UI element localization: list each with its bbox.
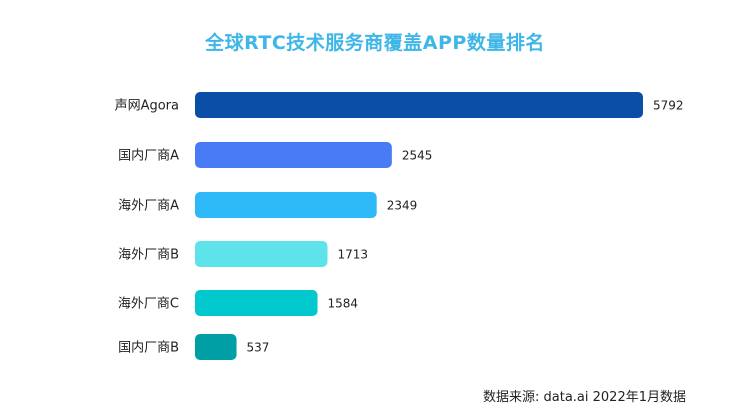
chart-title: 全球RTC技术服务商覆盖APP数量排名 — [205, 32, 545, 54]
category-label: 声网Agora — [115, 99, 179, 114]
bar — [195, 92, 643, 118]
value-label: 5792 — [653, 99, 684, 113]
value-label: 2349 — [387, 199, 418, 213]
value-label: 1584 — [328, 297, 359, 311]
bar — [195, 290, 318, 316]
category-label: 海外厂商C — [118, 297, 179, 312]
bar — [195, 192, 377, 218]
bar — [195, 241, 328, 267]
value-label: 2545 — [402, 149, 433, 163]
value-label: 1713 — [337, 248, 368, 262]
bar — [195, 142, 392, 168]
category-label: 海外厂商B — [118, 248, 179, 263]
category-label: 国内厂商B — [118, 340, 179, 356]
value-label: 537 — [247, 341, 270, 355]
category-label: 海外厂商A — [118, 199, 179, 214]
category-label: 国内厂商A — [118, 148, 179, 164]
bar — [195, 334, 237, 360]
data-source-note: 数据来源: data.ai 2022年1月数据 — [483, 390, 686, 405]
